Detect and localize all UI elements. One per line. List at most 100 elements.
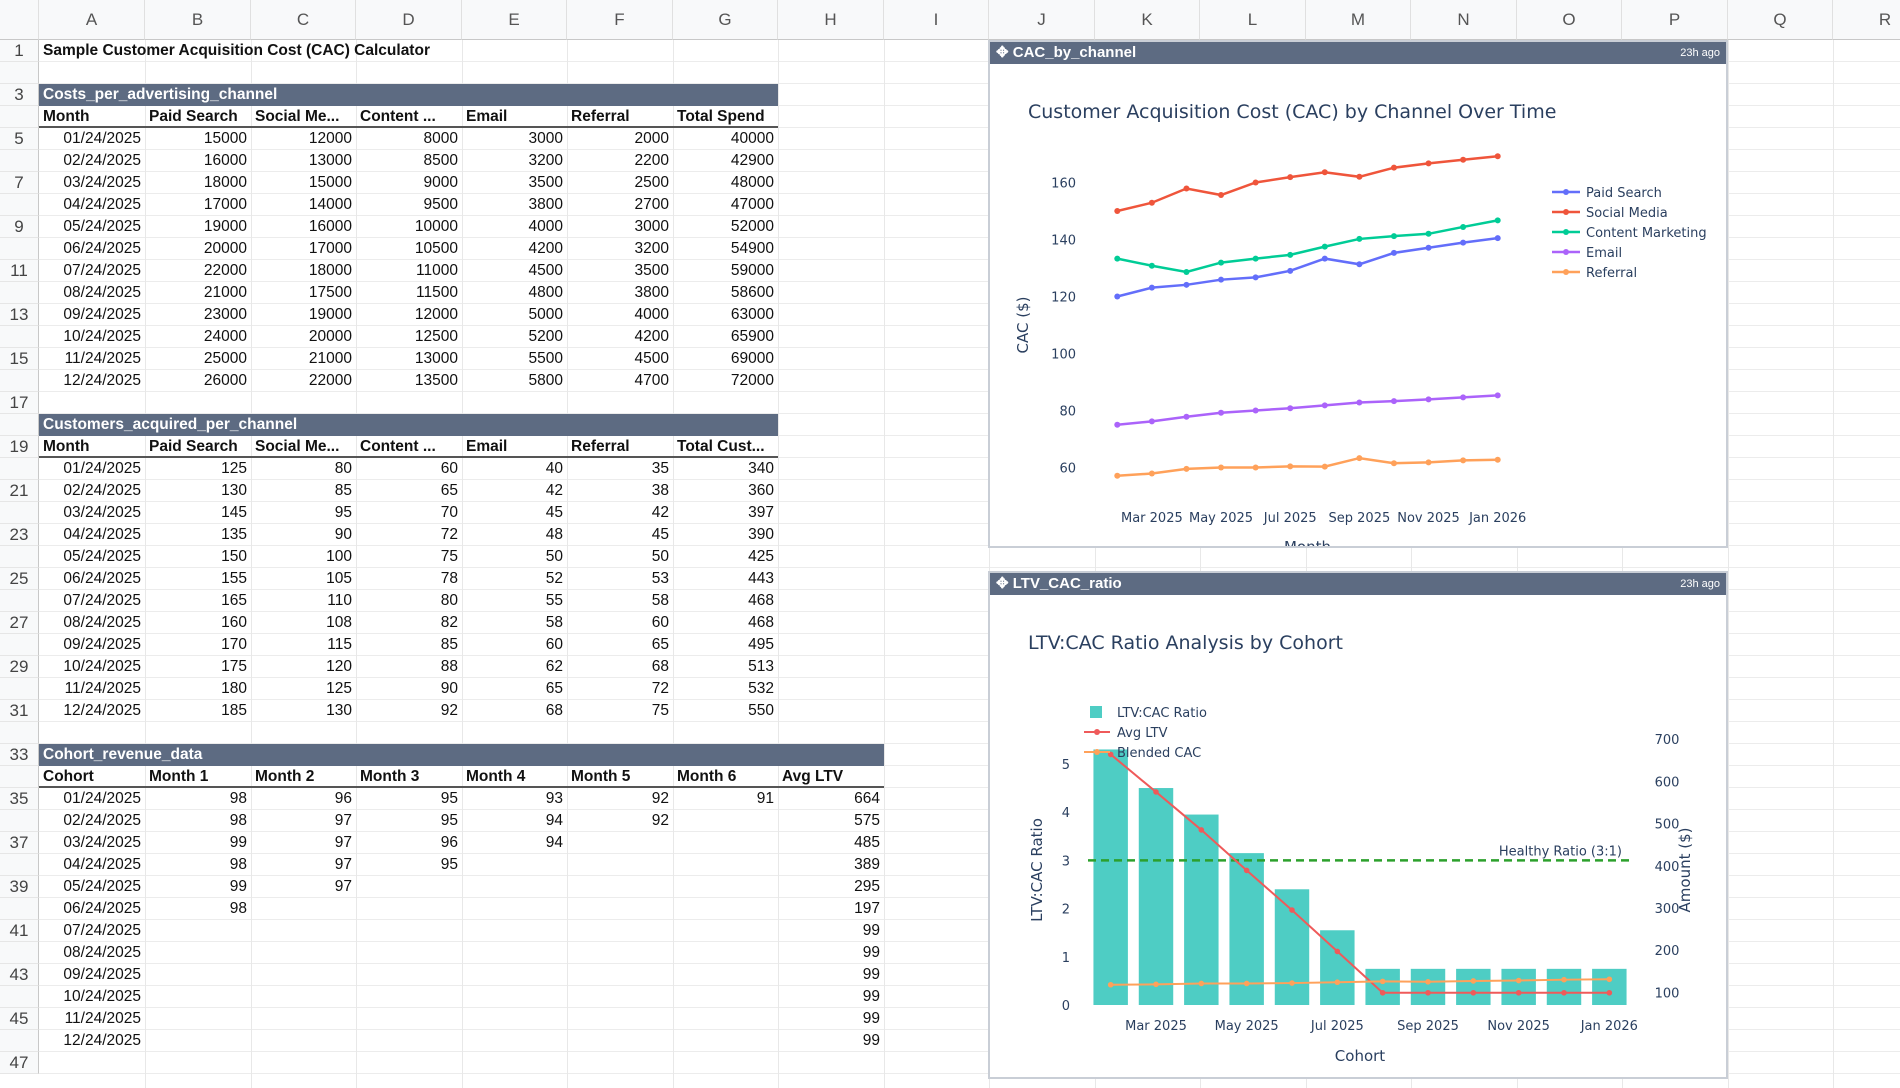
table-cell[interactable]: 85	[440, 636, 458, 653]
table-cell[interactable]: 90	[440, 680, 458, 697]
table-cell[interactable]: 03/24/2025	[63, 834, 141, 851]
table-column-header[interactable]: Month	[43, 438, 90, 455]
table-cell[interactable]: 130	[326, 702, 352, 719]
column-header[interactable]: F	[567, 0, 673, 40]
table-cell[interactable]: 97	[334, 812, 352, 829]
table-cell[interactable]: 8500	[423, 152, 458, 169]
table-cell[interactable]: 13500	[414, 372, 458, 389]
table-cell[interactable]	[462, 1008, 567, 1030]
table-column-header[interactable]: Social Me...	[255, 108, 340, 125]
table-cell[interactable]: 95	[440, 812, 458, 829]
row-header[interactable]: 39	[0, 876, 39, 898]
table-cell[interactable]: 65	[440, 482, 458, 499]
table-cell[interactable]: 150	[221, 548, 247, 565]
table-cell[interactable]: 58	[545, 614, 563, 631]
table-cell[interactable]: 25000	[203, 350, 247, 367]
row-header[interactable]: 1	[0, 40, 39, 62]
table-cell[interactable]: 26000	[203, 372, 247, 389]
table-cell[interactable]: 108	[326, 614, 352, 631]
table-cell[interactable]	[356, 986, 462, 1008]
table-column-header[interactable]: Paid Search	[149, 438, 238, 455]
table-cell[interactable]: 4500	[634, 350, 669, 367]
table-cell[interactable]: 9500	[423, 196, 458, 213]
table-cell[interactable]: 21000	[308, 350, 352, 367]
column-header[interactable]: K	[1095, 0, 1200, 40]
table-cell[interactable]	[673, 920, 778, 942]
table-cell[interactable]: 60	[440, 460, 458, 477]
table-cell[interactable]: 390	[748, 526, 774, 543]
table-cell[interactable]: 15000	[308, 174, 352, 191]
table-cell[interactable]: 97	[334, 856, 352, 873]
table-cell[interactable]: 11000	[416, 262, 458, 279]
table-cell[interactable]: 14000	[308, 196, 352, 213]
table-column-header[interactable]: Paid Search	[149, 108, 238, 125]
column-header[interactable]: P	[1622, 0, 1728, 40]
table-cell[interactable]: 105	[326, 570, 352, 587]
table-cell[interactable]: 2000	[634, 130, 669, 147]
select-all-corner[interactable]	[0, 0, 39, 40]
row-header[interactable]	[0, 722, 39, 744]
table-cell[interactable]	[673, 1008, 778, 1030]
table-cell[interactable]: 05/24/2025	[63, 218, 141, 235]
row-header[interactable]	[0, 1030, 39, 1052]
table-cell[interactable]: 130	[221, 482, 247, 499]
column-header[interactable]: Q	[1728, 0, 1833, 40]
table-cell[interactable]: 47000	[730, 196, 774, 213]
table-cell[interactable]: 3800	[528, 196, 563, 213]
table-cell[interactable]: 360	[748, 482, 774, 499]
table-cell[interactable]: 99	[229, 834, 247, 851]
table-cell[interactable]: 155	[221, 570, 247, 587]
table-cell[interactable]: 52	[545, 570, 563, 587]
table-cell[interactable]: 03/24/2025	[63, 174, 141, 191]
table-cell[interactable]	[251, 1030, 356, 1052]
ltv-chart-panel[interactable]: ✥ LTV_CAC_ratio 23h ago LTV:CAC Ratio An…	[988, 571, 1728, 1079]
table-cell[interactable]: 96	[334, 790, 352, 807]
table-column-header[interactable]: Total Cust...	[677, 438, 765, 455]
table-cell[interactable]	[567, 832, 673, 854]
table-cell[interactable]	[462, 986, 567, 1008]
table-cell[interactable]: 11/24/2025	[64, 350, 141, 367]
table-cell[interactable]	[251, 1008, 356, 1030]
table-cell[interactable]: 80	[334, 460, 352, 477]
table-cell[interactable]: 2700	[634, 196, 669, 213]
table-column-header[interactable]: Month 1	[149, 768, 209, 785]
table-cell[interactable]	[567, 920, 673, 942]
table-cell[interactable]: 70	[440, 504, 458, 521]
table-cell[interactable]: 180	[221, 680, 247, 697]
table-cell[interactable]: 99	[862, 1032, 880, 1049]
table-cell[interactable]: 4200	[528, 240, 563, 257]
table-cell[interactable]: 48000	[730, 174, 774, 191]
table-cell[interactable]: 42900	[730, 152, 774, 169]
table-column-header[interactable]: Month 4	[466, 768, 526, 785]
table-cell[interactable]	[462, 854, 567, 876]
row-header[interactable]	[0, 326, 39, 348]
move-handle-icon[interactable]: ✥	[996, 575, 1013, 592]
table-cell[interactable]: 98	[229, 790, 247, 807]
table-cell[interactable]: 45	[651, 526, 669, 543]
table-cell[interactable]: 197	[854, 900, 880, 917]
table-cell[interactable]: 07/24/2025	[63, 922, 141, 939]
table-cell[interactable]: 389	[854, 856, 880, 873]
table-cell[interactable]: 99	[229, 878, 247, 895]
table-cell[interactable]: 175	[221, 658, 247, 675]
table-cell[interactable]: 110	[327, 592, 352, 609]
table-cell[interactable]: 91	[756, 790, 774, 807]
table-cell[interactable]: 58600	[730, 284, 774, 301]
table-cell[interactable]: 12/24/2025	[63, 1032, 141, 1049]
table-cell[interactable]: 75	[651, 702, 669, 719]
row-header[interactable]	[0, 546, 39, 568]
table-cell[interactable]: 59000	[730, 262, 774, 279]
table-cell[interactable]	[251, 986, 356, 1008]
table-cell[interactable]	[356, 1008, 462, 1030]
table-cell[interactable]: 19000	[308, 306, 352, 323]
row-header[interactable]: 31	[0, 700, 39, 722]
cac-line-chart[interactable]: Customer Acquisition Cost (CAC) by Chann…	[990, 64, 1726, 546]
table-cell[interactable]: 3200	[634, 240, 669, 257]
table-cell[interactable]: 21000	[203, 284, 247, 301]
table-cell[interactable]: 04/24/2025	[63, 856, 141, 873]
row-header[interactable]: 19	[0, 436, 39, 458]
table-cell[interactable]: 468	[748, 614, 774, 631]
table-cell[interactable]: 08/24/2025	[63, 944, 141, 961]
table-cell[interactable]: 4000	[634, 306, 669, 323]
table-cell[interactable]: 425	[748, 548, 774, 565]
